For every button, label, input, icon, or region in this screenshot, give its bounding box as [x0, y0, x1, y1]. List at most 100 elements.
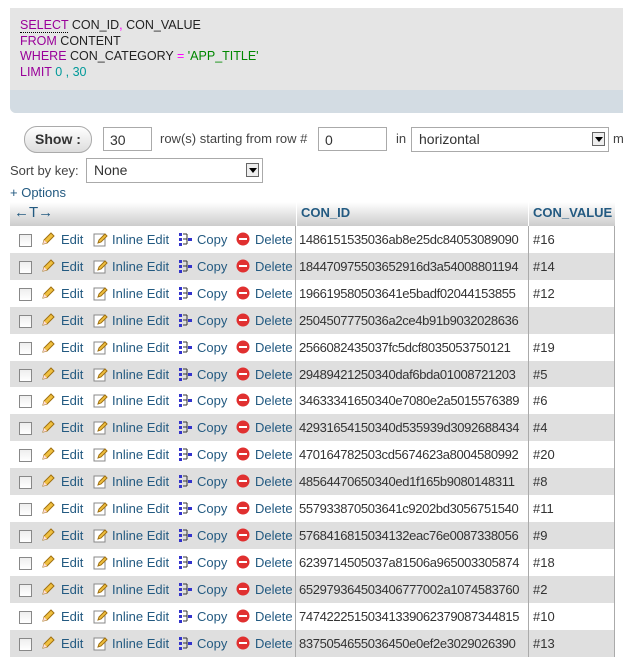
- pencil-icon[interactable]: [41, 393, 55, 407]
- delete-icon[interactable]: [236, 232, 250, 246]
- show-button[interactable]: Show :: [24, 126, 92, 153]
- delete-icon[interactable]: [236, 286, 250, 300]
- inline-edit-icon[interactable]: [93, 367, 108, 381]
- copy-link[interactable]: Copy: [197, 447, 228, 463]
- delete-link[interactable]: Delete: [255, 420, 293, 436]
- edit-link[interactable]: Edit: [61, 366, 84, 382]
- row-checkbox[interactable]: [19, 637, 32, 651]
- con-id-cell[interactable]: 184470975503652916d3a54008801194: [299, 258, 519, 274]
- inline-edit-icon[interactable]: [93, 286, 108, 301]
- delete-link[interactable]: Delete: [255, 608, 293, 624]
- inline-edit-link[interactable]: Inline Edit: [112, 527, 170, 543]
- con-id-cell[interactable]: 48564470650340ed1f165b9080148311: [299, 474, 515, 490]
- inline-edit-icon[interactable]: [93, 474, 108, 489]
- display-mode-select[interactable]: horizontal: [411, 127, 609, 152]
- pencil-icon[interactable]: [41, 608, 55, 623]
- edit-link[interactable]: Edit: [61, 581, 84, 597]
- delete-icon[interactable]: [236, 582, 250, 596]
- delete-icon[interactable]: [236, 636, 250, 650]
- row-checkbox[interactable]: [19, 476, 32, 490]
- edit-link[interactable]: Edit: [61, 527, 84, 543]
- copy-link[interactable]: Copy: [197, 420, 228, 436]
- edit-link[interactable]: Edit: [61, 339, 84, 355]
- copy-icon[interactable]: [178, 528, 192, 542]
- column-header-con-value[interactable]: CON_VALUE: [528, 202, 615, 226]
- pencil-icon[interactable]: [41, 528, 55, 542]
- con-id-cell[interactable]: 8375054655036450e0ef2e3029026390: [299, 635, 516, 651]
- edit-link[interactable]: Edit: [61, 608, 84, 624]
- edit-link[interactable]: Edit: [61, 554, 84, 570]
- copy-icon[interactable]: [178, 555, 192, 569]
- copy-link[interactable]: Copy: [197, 339, 228, 355]
- copy-icon[interactable]: [178, 286, 192, 300]
- con-id-cell[interactable]: 1486151535036ab8e25dc84053089090: [299, 232, 519, 247]
- delete-icon[interactable]: [236, 340, 250, 354]
- edit-link[interactable]: Edit: [61, 447, 84, 463]
- pencil-icon[interactable]: [41, 447, 55, 461]
- inline-edit-link[interactable]: Inline Edit: [112, 258, 170, 274]
- edit-link[interactable]: Edit: [61, 474, 84, 490]
- delete-link[interactable]: Delete: [255, 581, 293, 597]
- con-id-cell[interactable]: 557933870503641c9202bd3056751540: [299, 501, 519, 516]
- con-value-cell[interactable]: #11: [533, 501, 554, 516]
- delete-icon[interactable]: [236, 259, 250, 273]
- copy-icon[interactable]: [178, 420, 192, 435]
- edit-link[interactable]: Edit: [61, 393, 84, 409]
- con-value-cell[interactable]: #13: [533, 635, 555, 651]
- con-value-cell[interactable]: #4: [533, 420, 548, 436]
- con-id-cell[interactable]: 74742225150341339062379087344815: [299, 608, 520, 624]
- copy-icon[interactable]: [178, 393, 192, 408]
- inline-edit-link[interactable]: Inline Edit: [112, 312, 170, 328]
- delete-link[interactable]: Delete: [255, 635, 293, 651]
- copy-link[interactable]: Copy: [197, 554, 228, 570]
- pencil-icon[interactable]: [41, 581, 55, 596]
- copy-link[interactable]: Copy: [197, 258, 228, 274]
- delete-link[interactable]: Delete: [255, 501, 293, 516]
- row-checkbox[interactable]: [19, 341, 32, 355]
- inline-edit-icon[interactable]: [93, 609, 108, 624]
- delete-icon[interactable]: [236, 367, 250, 381]
- row-checkbox[interactable]: [19, 234, 32, 247]
- inline-edit-icon[interactable]: [93, 313, 108, 328]
- copy-icon[interactable]: [178, 501, 192, 515]
- options-link[interactable]: + Options: [10, 185, 67, 200]
- copy-link[interactable]: Copy: [197, 232, 228, 247]
- inline-edit-link[interactable]: Inline Edit: [112, 608, 170, 624]
- inline-edit-link[interactable]: Inline Edit: [112, 447, 170, 463]
- row-checkbox[interactable]: [19, 503, 32, 516]
- delete-link[interactable]: Delete: [255, 339, 293, 355]
- con-value-cell[interactable]: #6: [533, 393, 548, 409]
- copy-link[interactable]: Copy: [197, 635, 228, 651]
- edit-link[interactable]: Edit: [61, 232, 84, 247]
- con-id-cell[interactable]: 470164782503cd5674623a8004580992: [299, 447, 519, 463]
- con-value-cell[interactable]: #19: [533, 339, 555, 355]
- copy-icon[interactable]: [178, 609, 192, 623]
- row-checkbox[interactable]: [19, 260, 32, 274]
- inline-edit-link[interactable]: Inline Edit: [112, 635, 170, 651]
- copy-link[interactable]: Copy: [197, 501, 228, 516]
- copy-link[interactable]: Copy: [197, 366, 228, 382]
- con-id-cell[interactable]: 5768416815034132eac76e0087338056: [299, 527, 519, 543]
- inline-edit-link[interactable]: Inline Edit: [112, 420, 170, 436]
- sort-key-select[interactable]: None: [86, 158, 263, 183]
- con-value-cell[interactable]: #2: [533, 581, 548, 597]
- sql-keyword[interactable]: SELECT: [20, 18, 69, 33]
- inline-edit-link[interactable]: Inline Edit: [112, 554, 170, 570]
- inline-edit-link[interactable]: Inline Edit: [112, 339, 170, 355]
- inline-edit-icon[interactable]: [93, 393, 108, 408]
- con-value-cell[interactable]: #14: [533, 258, 555, 274]
- delete-icon[interactable]: [236, 420, 250, 434]
- con-id-cell[interactable]: 42931654150340d535939d3092688434: [299, 420, 520, 436]
- pencil-icon[interactable]: [41, 635, 55, 650]
- row-checkbox[interactable]: [19, 314, 32, 328]
- inline-edit-link[interactable]: Inline Edit: [112, 474, 170, 490]
- inline-edit-link[interactable]: Inline Edit: [112, 393, 170, 409]
- copy-icon[interactable]: [178, 582, 192, 596]
- inline-edit-link[interactable]: Inline Edit: [112, 501, 170, 516]
- copy-icon[interactable]: [178, 367, 192, 381]
- con-id-cell[interactable]: 2566082435037fc5dcf8035053750121: [299, 339, 511, 355]
- copy-link[interactable]: Copy: [197, 527, 228, 543]
- delete-link[interactable]: Delete: [255, 447, 293, 463]
- edit-link[interactable]: Edit: [61, 501, 84, 516]
- delete-link[interactable]: Delete: [255, 258, 293, 274]
